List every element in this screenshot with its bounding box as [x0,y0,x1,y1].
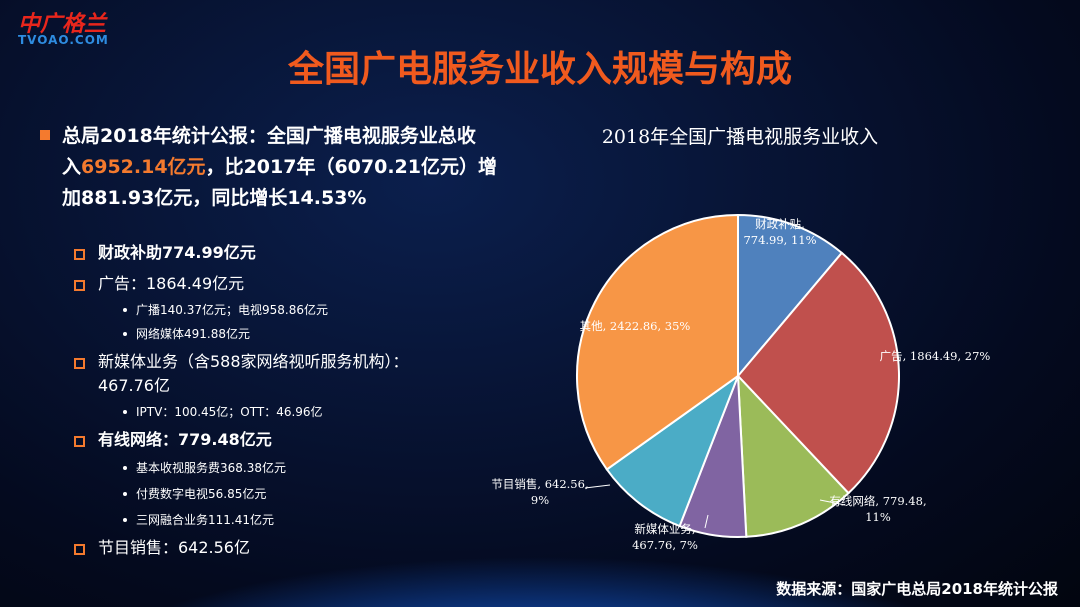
item-bullet [74,436,85,447]
item-text: 三网融合业务111.41亿元 [136,513,274,527]
data-label: 财政补贴, 774.99, 11% [743,217,816,247]
item-text: IPTV：100.45亿；OTT：46.96亿 [136,405,323,419]
data-label: 新媒体业务, 467.76, 7% [632,522,698,552]
data-label-line: 11% [865,510,891,524]
intro-line: 总局2018年统计公报：全国广播电视服务业总收 [62,121,476,148]
pie-slice [737,213,844,379]
data-label-line: 其他, 2422.86, 35% [580,319,691,333]
item-bullet [74,280,85,291]
intro-text: 加881.93亿元，同比增长14.53% [62,187,367,209]
item-dot [123,332,127,336]
item-text: 财政补助774.99亿元 [98,243,256,262]
leader-line [819,499,846,506]
intro-text: 入 [62,156,82,178]
data-label-line: 有线网络, 779.48, [829,494,926,508]
item-text: 广播140.37亿元；电视958.86亿元 [136,303,328,317]
item-text: 付费数字电视56.85亿元 [136,487,267,501]
item-dot [123,410,127,414]
item-text: 节目销售：642.56亿 [98,538,250,557]
data-label: 节目销售, 642.56, 9% [491,477,588,507]
slide-title: 全国广电服务业收入规模与构成 [287,49,792,90]
item-text: 网络媒体491.88亿元 [136,327,250,341]
intro-line: 加881.93亿元，同比增长14.53% [62,183,366,210]
pie-slice [605,373,741,528]
item-text: 新媒体业务（含588家网络视听服务机构）： [98,352,409,371]
data-label: 其他, 2422.86, 35% [580,319,691,333]
pie-slice [576,213,739,471]
item-text: 基本收视服务费368.38亿元 [136,461,286,475]
source: 数据来源：国家广电总局2018年统计公报 [776,580,1058,598]
data-label-line: 新媒体业务, [634,522,695,536]
data-label-line: 节目销售, 642.56, [491,477,588,491]
intro-line: 入6952.14亿元，比2017年（6070.21亿元）增 [62,152,497,179]
intro-text: ，比2017年（6070.21亿元）增 [205,156,497,178]
bullet [40,130,50,140]
leader-line [584,484,611,489]
logo-site: TVOAO.COM [18,33,109,47]
chart-title: 2018年全国广播电视服务业收入 [602,126,878,148]
intro-text: 6952.14亿元 [81,156,206,178]
item-dot [123,518,127,522]
item-dot [123,308,127,312]
item-text: 有线网络：779.48亿元 [98,430,272,449]
data-label: 有线网络, 779.48, 11% [829,494,926,524]
data-label-line: 财政补贴, [755,217,805,231]
item-bullet [74,249,85,260]
data-label-line: 9% [531,493,549,507]
item-dot [123,492,127,496]
pie-slice [736,373,850,538]
logo: 中广格兰 [18,12,107,37]
item-dot [123,466,127,470]
leader-line [704,514,709,529]
item-bullet [74,358,85,369]
data-label-line: 774.99, 11% [743,233,816,247]
data-label: 广告, 1864.49, 27% [880,349,991,363]
pie-slice [736,251,900,495]
item-text: 广告：1864.49亿元 [98,274,245,293]
data-label-line: 467.76, 7% [632,538,698,552]
data-label-line: 广告, 1864.49, 27% [880,349,991,363]
item-text: 467.76亿 [98,376,170,395]
intro-text: 总局2018年统计公报：全国广播电视服务业总收 [62,125,476,147]
item-bullet [74,544,85,555]
